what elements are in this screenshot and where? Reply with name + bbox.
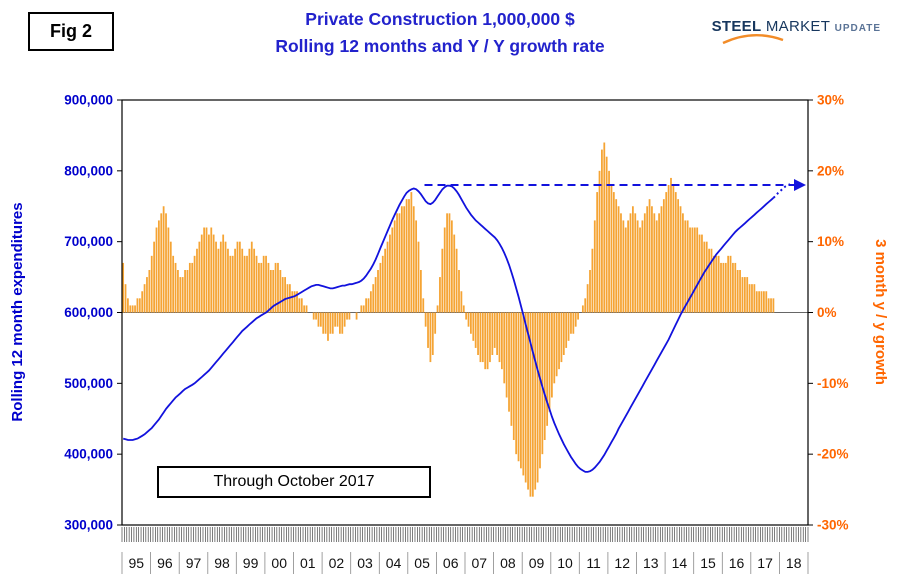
svg-text:03: 03: [357, 555, 373, 571]
logo-update-text: UPDATE: [834, 23, 881, 34]
right-axis-ticks: 30% 20% 10% 0% -10% -20% -30%: [808, 93, 849, 533]
svg-text:500,000: 500,000: [64, 376, 113, 391]
svg-text:06: 06: [443, 555, 459, 571]
left-axis-ticks: 900,000 800,000 700,000 600,000 500,000 400,0…: [64, 93, 122, 533]
svg-text:11: 11: [586, 555, 601, 571]
figure-label: Fig 2: [28, 12, 115, 51]
smu-logo: STEEL MARKET UPDATE: [701, 18, 881, 45]
svg-text:14: 14: [672, 555, 688, 571]
svg-text:900,000: 900,000: [64, 93, 113, 108]
svg-text:300,000: 300,000: [64, 518, 113, 533]
svg-text:02: 02: [329, 555, 345, 571]
svg-text:07: 07: [472, 555, 488, 571]
svg-text:17: 17: [757, 555, 773, 571]
x-axis-year-labels: 95 96 97 98 99 00 01 02 03 04 05 06 07 08 09 10 11 12 13 14…: [121, 552, 809, 574]
svg-text:01: 01: [300, 555, 316, 571]
svg-text:98: 98: [214, 555, 230, 571]
projection-dotted-line: [772, 183, 791, 199]
svg-text:05: 05: [414, 555, 430, 571]
svg-text:-20%: -20%: [817, 447, 849, 462]
svg-text:-10%: -10%: [817, 376, 849, 391]
svg-text:99: 99: [243, 555, 259, 571]
svg-text:00: 00: [271, 555, 287, 571]
svg-text:10: 10: [557, 555, 573, 571]
month-tick-band: [121, 527, 809, 542]
logo-swoosh-icon: [722, 34, 784, 45]
svg-text:97: 97: [186, 555, 202, 571]
svg-text:30%: 30%: [817, 93, 844, 108]
svg-text:15: 15: [700, 555, 716, 571]
svg-text:600,000: 600,000: [64, 305, 113, 320]
chart-title: Private Construction 1,000,000 $ Rolling…: [140, 6, 740, 60]
svg-text:20%: 20%: [817, 163, 844, 178]
svg-text:10%: 10%: [817, 234, 844, 249]
svg-text:96: 96: [157, 555, 173, 571]
logo-steel-text: STEEL: [711, 18, 762, 35]
svg-text:95: 95: [129, 555, 145, 571]
through-date-annotation: Through October 2017: [157, 466, 431, 498]
left-axis-title: Rolling 12 month expenditures: [9, 202, 26, 421]
svg-text:12: 12: [614, 555, 630, 571]
svg-text:09: 09: [529, 555, 545, 571]
svg-text:400,000: 400,000: [64, 447, 113, 462]
svg-text:18: 18: [786, 555, 802, 571]
expenditure-line: [122, 184, 775, 473]
svg-text:16: 16: [729, 555, 745, 571]
svg-text:13: 13: [643, 555, 659, 571]
svg-text:-30%: -30%: [817, 518, 849, 533]
growth-bars: [122, 142, 775, 497]
svg-text:04: 04: [386, 555, 402, 571]
svg-text:08: 08: [500, 555, 516, 571]
svg-text:800,000: 800,000: [64, 163, 113, 178]
svg-text:0%: 0%: [817, 305, 837, 320]
arrowhead-icon: [794, 179, 806, 191]
chart-title-line2: Rolling 12 months and Y / Y growth rate: [275, 36, 605, 57]
logo-market-text: MARKET: [765, 18, 831, 35]
svg-text:700,000: 700,000: [64, 234, 113, 249]
chart-title-line1: Private Construction 1,000,000 $: [305, 9, 575, 29]
right-axis-title: 3 month y / y growth: [872, 239, 889, 385]
